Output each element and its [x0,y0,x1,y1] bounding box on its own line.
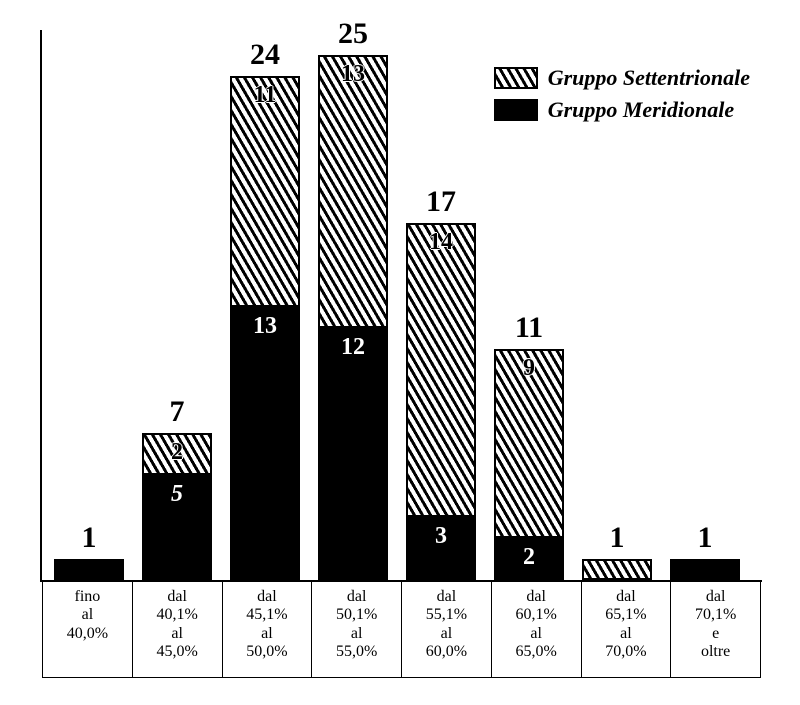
x-axis-label: dal40,1%al45,0% [132,582,222,677]
x-axis-labels: finoal40,0%dal40,1%al45,0%dal45,1%al50,0… [42,582,761,678]
bar-total-label: 1 [670,521,740,555]
bar-total-label: 25 [318,17,388,51]
segment-value: 14 [408,229,474,256]
bar-total-label: 1 [582,521,652,555]
legend: Gruppo Settentrionale Gruppo Meridionale [494,65,750,129]
bar-segment-meridionale: 12 [318,328,388,580]
bar-segment-meridionale [54,559,124,580]
bar-total-label: 1 [54,521,124,555]
bar-segment-settentrionale: 13 [318,55,388,328]
bar-segment-settentrionale [582,559,652,580]
bar-segment-settentrionale: 11 [230,76,300,307]
segment-value: 13 [320,61,386,88]
bar-segment-settentrionale: 14 [406,223,476,517]
bar-column: 1129 [494,349,564,580]
bar-segment-meridionale: 13 [230,307,300,580]
segment-value: 2 [496,544,562,571]
segment-value: 11 [232,82,298,109]
x-axis-label: dal60,1%al65,0% [491,582,581,677]
segment-value: 12 [320,334,386,361]
legend-label: Gruppo Meridionale [548,97,734,123]
bar-column: 241311 [230,76,300,580]
legend-label: Gruppo Settentrionale [548,65,750,91]
solid-swatch-icon [494,99,538,121]
bar-column: 251213 [318,55,388,580]
bar-total-label: 7 [142,395,212,429]
bar-segment-meridionale [670,559,740,580]
legend-item-settentrionale: Gruppo Settentrionale [494,65,750,91]
bar-column: 17314 [406,223,476,580]
segment-value: 3 [408,523,474,550]
bar-column: 1 [670,559,740,580]
legend-item-meridionale: Gruppo Meridionale [494,97,750,123]
bar-total-label: 17 [406,185,476,219]
bar-segment-settentrionale: 9 [494,349,564,538]
x-axis-label: dal65,1%al70,0% [581,582,671,677]
bar-total-label: 24 [230,38,300,72]
bar-segment-meridionale: 2 [494,538,564,580]
x-axis-label: finoal40,0% [42,582,132,677]
bar-column: 1 [54,559,124,580]
bar-column: 1 [582,559,652,580]
segment-value: 2 [144,439,210,466]
segment-value: 5 [144,481,210,508]
bar-segment-settentrionale: 2 [142,433,212,475]
bar-column: 752 [142,433,212,580]
bar-segment-meridionale: 5 [142,475,212,580]
chart-container: 175224131125121317314112911 Gruppo Sette… [40,30,760,685]
bar-total-label: 11 [494,311,564,345]
segment-value: 13 [232,313,298,340]
x-axis-label: dal55,1%al60,0% [401,582,491,677]
x-axis-label: dal45,1%al50,0% [222,582,312,677]
bar-segment-meridionale: 3 [406,517,476,580]
hatch-swatch-icon [494,67,538,89]
segment-value: 9 [496,355,562,382]
x-axis-label: dal50,1%al55,0% [311,582,401,677]
x-axis-label: dal70,1%eoltre [670,582,760,677]
